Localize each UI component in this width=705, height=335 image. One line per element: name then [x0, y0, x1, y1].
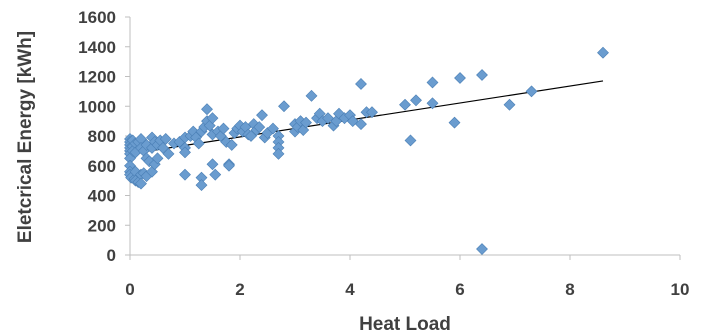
- data-point: [151, 152, 164, 165]
- x-tick-label: 2: [235, 280, 244, 299]
- data-point: [192, 137, 205, 150]
- data-point: [135, 177, 147, 190]
- data-point: [245, 130, 257, 142]
- y-tick-label: 1200: [78, 68, 116, 87]
- data-points: [124, 46, 609, 255]
- data-point: [206, 112, 219, 125]
- data-point: [256, 109, 268, 122]
- data-point: [597, 46, 609, 59]
- data-point: [206, 158, 219, 171]
- data-point: [195, 179, 208, 192]
- y-tick-label: 0: [107, 246, 116, 265]
- x-tick-label: 8: [565, 280, 574, 299]
- y-axis-title: Eletcrical Energy [kWh]: [15, 31, 36, 243]
- data-point: [454, 72, 466, 84]
- data-point: [179, 168, 191, 181]
- data-point: [217, 122, 230, 135]
- data-point: [426, 76, 439, 89]
- x-tick-label: 6: [455, 280, 464, 299]
- y-tick-label: 1400: [78, 38, 116, 57]
- data-point: [278, 100, 290, 113]
- y-tick-label: 1600: [78, 8, 116, 27]
- data-point: [476, 69, 488, 81]
- x-axis-title: Heat Load: [359, 314, 451, 335]
- data-point: [300, 116, 312, 129]
- data-point: [162, 147, 175, 160]
- y-tick-label: 200: [88, 216, 116, 235]
- y-tick-label: 400: [88, 187, 116, 206]
- tick-labels: 0 200 400 600 800 1000 1200 1400 1600 0 2 4 6 8 10: [78, 8, 689, 299]
- y-tick-label: 600: [88, 157, 116, 176]
- data-point: [253, 121, 266, 133]
- x-tick-label: 4: [345, 280, 355, 299]
- data-point: [476, 243, 488, 255]
- plot-area: [125, 16, 681, 260]
- y-tick-label: 800: [88, 127, 116, 146]
- data-point: [305, 89, 318, 102]
- data-point: [223, 159, 235, 172]
- data-point: [410, 94, 422, 107]
- data-point: [272, 147, 285, 160]
- data-point: [503, 98, 516, 111]
- data-point: [355, 118, 367, 131]
- data-point: [399, 98, 411, 111]
- data-point: [404, 134, 417, 147]
- data-point: [201, 103, 213, 116]
- data-point: [179, 146, 191, 159]
- x-tick-label: 0: [125, 280, 134, 299]
- x-tick-label: 10: [671, 280, 690, 299]
- data-point: [159, 133, 172, 145]
- data-point: [426, 97, 439, 110]
- data-point: [448, 116, 461, 129]
- y-tick-label: 1000: [78, 97, 116, 116]
- data-point: [267, 122, 279, 135]
- data-point: [525, 85, 538, 98]
- data-point: [366, 106, 378, 119]
- data-point: [209, 168, 222, 181]
- data-point: [157, 141, 169, 154]
- data-point: [355, 78, 367, 90]
- data-point: [225, 139, 238, 151]
